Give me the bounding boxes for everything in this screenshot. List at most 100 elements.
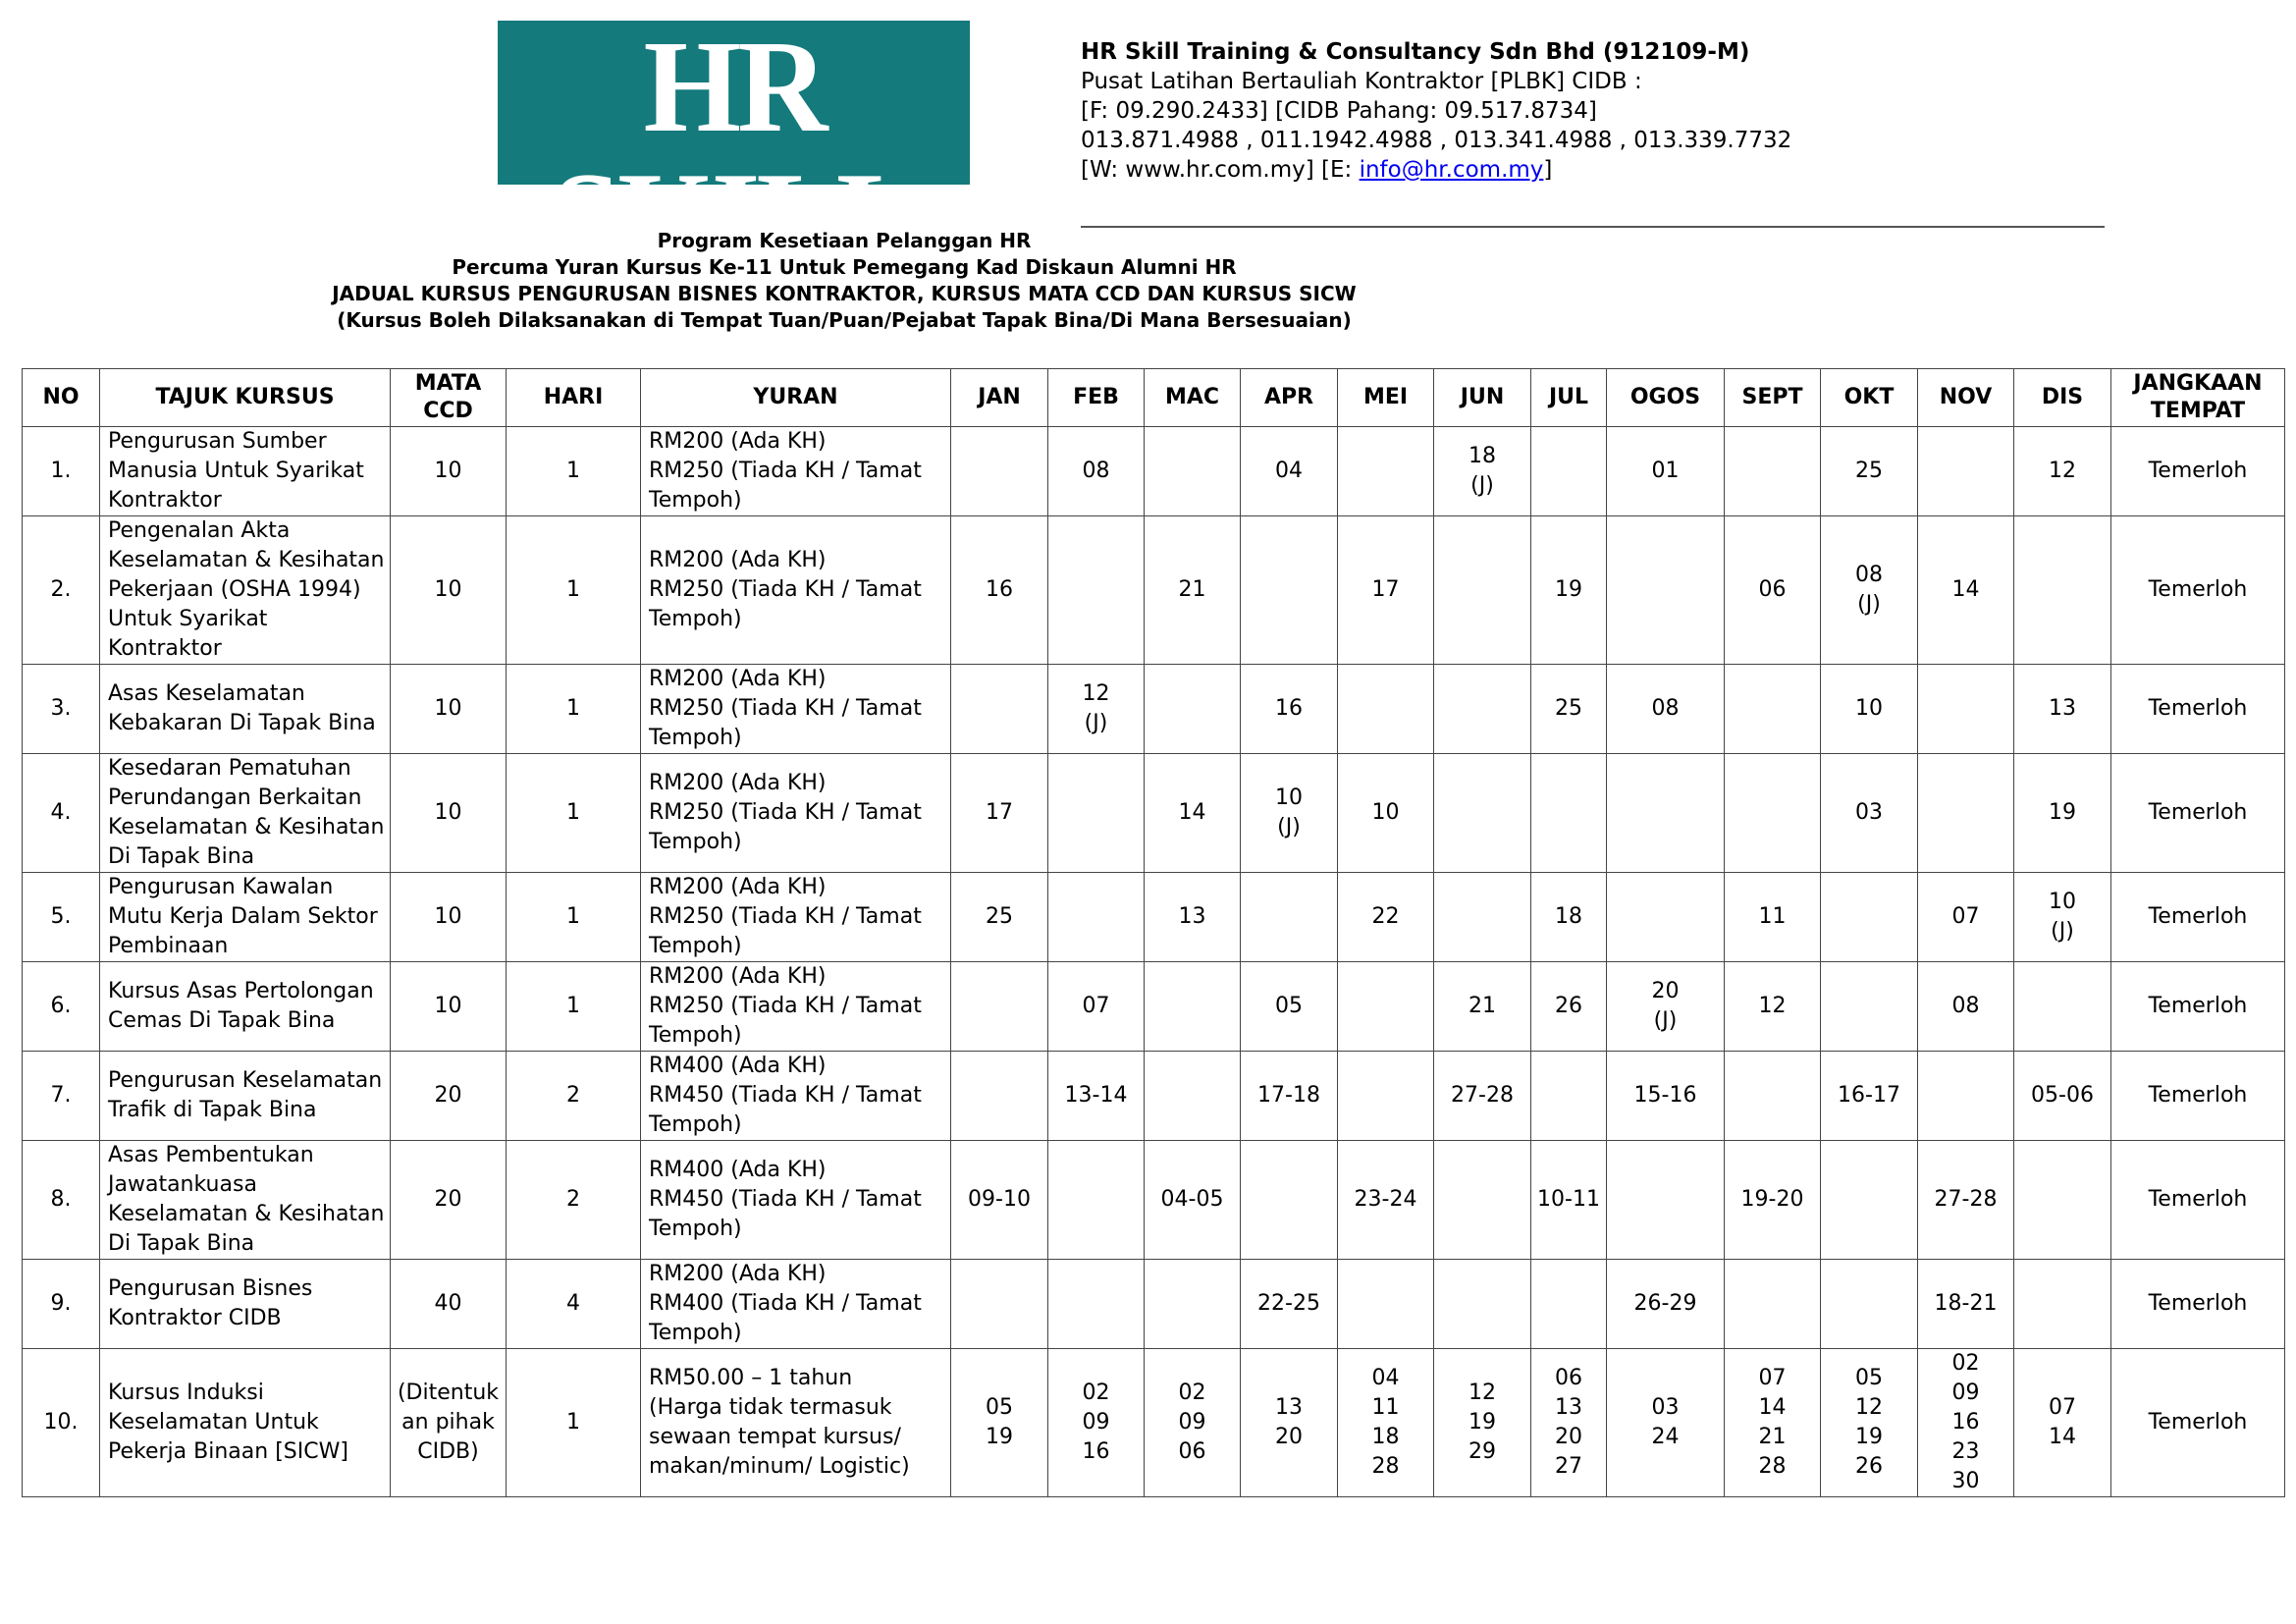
table-row: 8. Asas Pembentukan Jawatankuasa Keselama… <box>22 1140 2285 1260</box>
table-cell: RM200 (Ada KH) RM250 (Tiada KH / Tamat T… <box>640 961 951 1052</box>
table-cell <box>1144 426 1241 516</box>
table-cell: Temerloh <box>2110 426 2285 516</box>
table-cell: 11 <box>1724 872 1821 962</box>
table-cell <box>1820 961 1918 1052</box>
table-cell <box>1606 1140 1725 1260</box>
table-cell: 18 <box>1530 872 1607 962</box>
table-cell: 16 <box>1240 664 1338 754</box>
table-cell: Pengenalan Akta Keselamatan & Kesihatan … <box>99 515 391 665</box>
title-line: (Kursus Boleh Dilaksanakan di Tempat Tua… <box>337 308 1352 332</box>
table-cell: 25 <box>950 872 1048 962</box>
titles: Program Kesetiaan Pelanggan HR Percuma Yu… <box>0 228 1688 334</box>
table-cell <box>1917 426 2014 516</box>
table-cell: 18-21 <box>1917 1259 2014 1349</box>
web-suffix: ] <box>1543 157 1553 183</box>
table-cell: 10-11 <box>1530 1140 1607 1260</box>
table-cell: 6. <box>22 961 100 1052</box>
logo: HR SKILL TRAINING & CONSULTANCY SDN. BHD… <box>498 21 970 308</box>
table-cell: 02 09 16 <box>1047 1348 1145 1497</box>
table-cell: 20 <box>390 1140 507 1260</box>
table-cell: 12 19 29 <box>1433 1348 1531 1497</box>
table-cell: 10 <box>390 426 507 516</box>
table-cell <box>1606 753 1725 873</box>
logo-title: HR SKILL <box>551 13 920 292</box>
table-cell <box>1820 1259 1918 1349</box>
column-header: JUN <box>1433 368 1531 427</box>
table-cell: 19-20 <box>1724 1140 1821 1260</box>
table-cell <box>2013 515 2111 665</box>
column-header: MATA CCD <box>390 368 507 427</box>
table-cell <box>1144 1051 1241 1141</box>
table-cell: RM200 (Ada KH) RM250 (Tiada KH / Tamat T… <box>640 753 951 873</box>
table-cell: Temerloh <box>2110 872 2285 962</box>
table-row: 10. Kursus Induksi Keselamatan Untuk Peke… <box>22 1348 2285 1497</box>
table-cell: 4. <box>22 753 100 873</box>
column-header: YURAN <box>640 368 951 427</box>
table-cell: 14 <box>1917 515 2014 665</box>
column-header: JAN <box>950 368 1048 427</box>
table-cell: 10 <box>390 872 507 962</box>
table-cell: 12 <box>1724 961 1821 1052</box>
table-cell <box>1724 753 1821 873</box>
table-cell: 04-05 <box>1144 1140 1241 1260</box>
table-cell: RM400 (Ada KH) RM450 (Tiada KH / Tamat T… <box>640 1140 951 1260</box>
table-cell: RM200 (Ada KH) RM250 (Tiada KH / Tamat T… <box>640 664 951 754</box>
table-cell: 17 <box>950 753 1048 873</box>
table-cell: 10 <box>390 664 507 754</box>
email-link[interactable]: info@hr.com.my <box>1359 157 1544 183</box>
table-cell: 13 20 <box>1240 1348 1338 1497</box>
table-cell <box>1433 872 1531 962</box>
table-cell: Kesedaran Pematuhan Perundangan Berkaita… <box>99 753 391 873</box>
table-cell <box>1724 426 1821 516</box>
table-cell: 10. <box>22 1348 100 1497</box>
header-line: 013.871.4988 , 011.1942.4988 , 013.341.4… <box>1081 128 1792 153</box>
table-cell <box>1606 515 1725 665</box>
table-cell <box>1337 1259 1434 1349</box>
table-row: 7. Pengurusan Keselamatan Trafik di Tapak… <box>22 1051 2285 1141</box>
table-cell <box>1240 1140 1338 1260</box>
table-cell <box>2013 1259 2111 1349</box>
table-cell: 14 <box>1144 753 1241 873</box>
table-cell: 04 <box>1240 426 1338 516</box>
table-cell: Temerloh <box>2110 1051 2285 1141</box>
table-cell: 8. <box>22 1140 100 1260</box>
table-cell: 25 <box>1820 426 1918 516</box>
table-cell: 12 <box>2013 426 2111 516</box>
table-cell: Temerloh <box>2110 1259 2285 1349</box>
table-cell: 23-24 <box>1337 1140 1434 1260</box>
table-cell <box>950 1259 1048 1349</box>
column-header: APR <box>1240 368 1338 427</box>
table-cell: 10 <box>390 753 507 873</box>
table-cell: 13-14 <box>1047 1051 1145 1141</box>
table-cell: Pengurusan Keselamatan Trafik di Tapak B… <box>99 1051 391 1141</box>
table-cell: 26-29 <box>1606 1259 1725 1349</box>
table-cell <box>1724 1051 1821 1141</box>
table-cell: 08 <box>1047 426 1145 516</box>
table-cell: 1 <box>506 753 641 873</box>
table-cell: RM400 (Ada KH) RM450 (Tiada KH / Tamat T… <box>640 1051 951 1141</box>
column-header: FEB <box>1047 368 1145 427</box>
divider <box>1081 226 2105 228</box>
table-row: 1. Pengurusan Sumber Manusia Untuk Syarik… <box>22 426 2285 516</box>
column-header: JUL <box>1530 368 1607 427</box>
table-cell: 05 <box>1240 961 1338 1052</box>
table-cell: 03 <box>1820 753 1918 873</box>
table-cell: 05-06 <box>2013 1051 2111 1141</box>
table-cell: 04 11 18 28 <box>1337 1348 1434 1497</box>
column-header: NO <box>22 368 100 427</box>
column-header: SEPT <box>1724 368 1821 427</box>
table-cell <box>1337 961 1434 1052</box>
table-cell <box>950 1051 1048 1141</box>
table-cell: 7. <box>22 1051 100 1141</box>
table-cell <box>1724 1259 1821 1349</box>
header-line: [F: 09.290.2433] [CIDB Pahang: 09.517.87… <box>1081 98 1597 124</box>
schedule-table: NO TAJUK KURSUS MATA CCD HARI YURAN JAN FEB MAC… <box>22 368 2285 1497</box>
table-cell: 05 12 19 26 <box>1820 1348 1918 1497</box>
table-cell: Temerloh <box>2110 664 2285 754</box>
table-cell <box>1047 1259 1145 1349</box>
table-cell: 01 <box>1606 426 1725 516</box>
table-cell <box>1240 872 1338 962</box>
table-cell <box>2013 1140 2111 1260</box>
table-cell: 07 <box>1047 961 1145 1052</box>
table-cell: Pengurusan Sumber Manusia Untuk Syarikat… <box>99 426 391 516</box>
